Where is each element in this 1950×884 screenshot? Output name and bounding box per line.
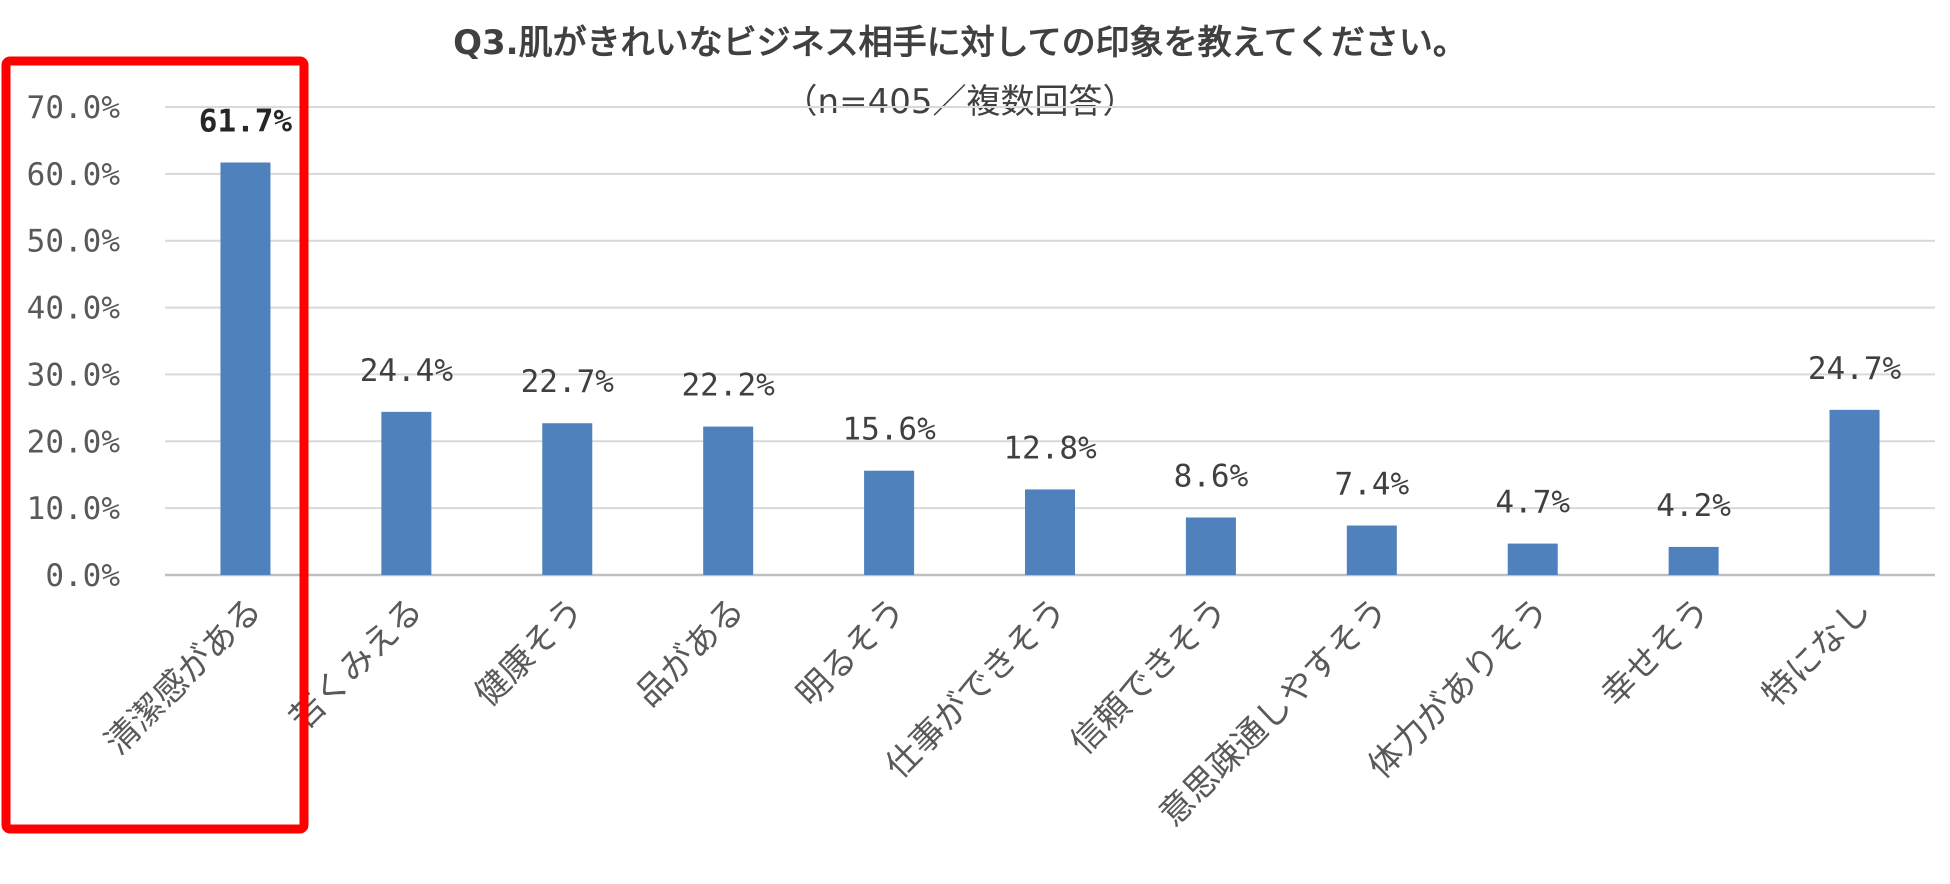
highlight-box (1, 56, 309, 834)
y-tick-label: 70.0% (27, 90, 121, 126)
data-label: 4.2% (1656, 488, 1731, 524)
y-axis-ticks: 0.0% 10.0% 20.0% 30.0% 40.0% 50.0% 60.0% 70.0% (27, 90, 121, 594)
data-label: 22.7% (521, 364, 615, 400)
data-label: 15.6% (842, 412, 936, 448)
data-label: 24.4% (360, 353, 454, 389)
bar (1346, 525, 1397, 575)
bar (864, 470, 915, 575)
bar (1185, 517, 1236, 575)
y-tick-label: 20.0% (27, 424, 121, 460)
data-label: 24.7% (1808, 351, 1902, 387)
x-axis-labels: 清潔感がある 若くみえる 健康そう 品がある 明るそう仕事ができそう信頼できそう意思疎通… (97, 590, 1879, 834)
bar (1668, 546, 1719, 575)
data-label: 7.4% (1334, 467, 1409, 503)
data-label: 8.6% (1174, 459, 1249, 495)
bar (381, 411, 432, 575)
y-tick-label: 30.0% (27, 357, 121, 393)
bar (542, 423, 593, 575)
bars (220, 162, 1880, 575)
gridlines (165, 106, 1935, 577)
x-tick-label: 清潔感がある (97, 590, 270, 763)
bar (1829, 409, 1880, 575)
y-tick-label: 50.0% (27, 224, 121, 260)
x-tick-label: 品がある (628, 590, 752, 714)
x-tick-label: 特になし (1754, 590, 1878, 714)
x-tick-label: 明るそう (789, 590, 913, 714)
x-tick-label: 健康そう (467, 590, 591, 714)
data-label: 61.7% (199, 103, 293, 139)
data-label: 4.7% (1495, 485, 1570, 521)
y-tick-label: 60.0% (27, 157, 121, 193)
bar (703, 426, 754, 575)
chart-title: Q3.肌がきれいなビジネス相手に対しての印象を教えてください。 (453, 23, 1467, 63)
bar (220, 162, 271, 575)
data-label: 12.8% (1003, 430, 1097, 466)
bar (1507, 543, 1558, 575)
y-tick-label: 40.0% (27, 291, 121, 327)
y-tick-label: 0.0% (45, 558, 120, 594)
bar (1025, 489, 1075, 575)
x-tick-label: 信頼できそう (1063, 590, 1236, 763)
y-tick-label: 10.0% (27, 491, 121, 527)
data-label: 22.2% (682, 368, 776, 404)
chart-subtitle: （n=405／複数回答） (784, 82, 1137, 122)
x-tick-label: 幸せそう (1594, 590, 1718, 714)
data-labels: 61.7% 24.4% 22.7% 22.2% 15.6% 12.8% 8.6% 7.4% 4.… (199, 103, 1902, 523)
